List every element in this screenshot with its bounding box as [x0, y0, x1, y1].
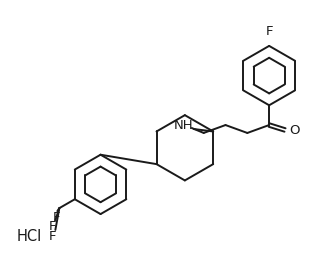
- Text: F: F: [53, 211, 60, 224]
- Text: HCl: HCl: [16, 229, 42, 244]
- Text: F: F: [49, 230, 56, 243]
- Text: O: O: [289, 124, 299, 138]
- Text: NH: NH: [174, 118, 194, 132]
- Text: F: F: [49, 220, 56, 233]
- Text: F: F: [265, 25, 273, 38]
